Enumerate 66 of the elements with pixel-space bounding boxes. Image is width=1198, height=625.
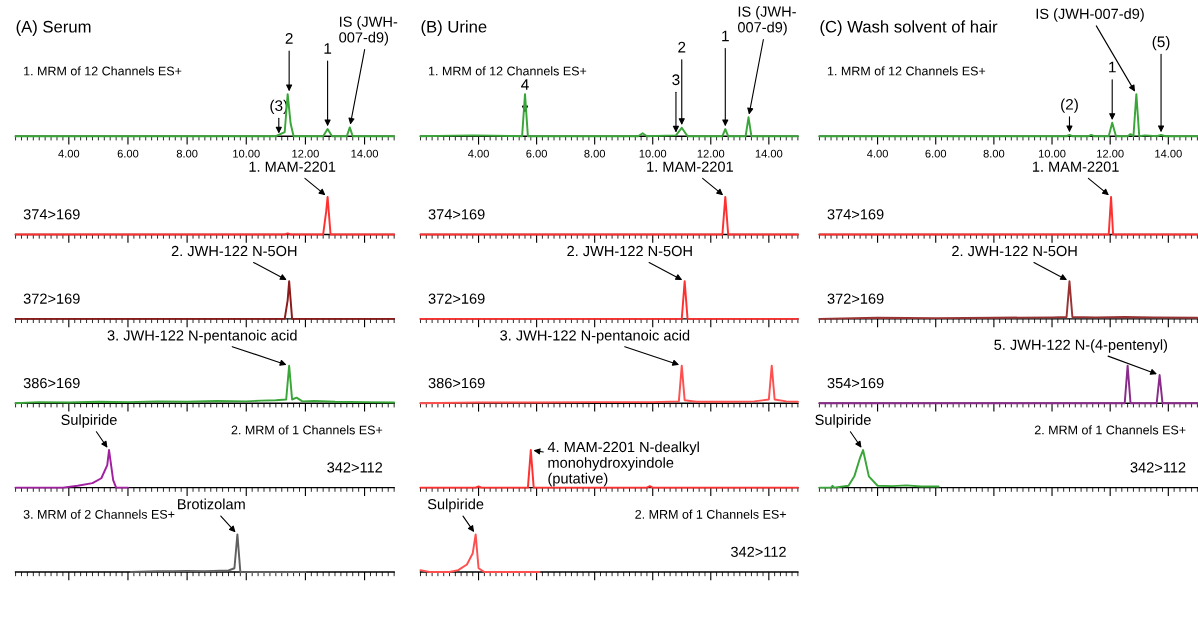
y-axis-title: 354>169 xyxy=(827,377,884,389)
annotation: IS (JWH-007-d9) xyxy=(1036,8,1144,22)
y-axis-title: 386>169 xyxy=(23,377,80,389)
chart-title: (C) Wash solvent of hair xyxy=(820,20,998,36)
annotation: (2) xyxy=(1061,98,1078,113)
x-tick-label: 12.00 xyxy=(697,149,725,158)
y-axis-title: 372>169 xyxy=(428,293,485,304)
annotation: IS (JWH- 007-d9) xyxy=(339,16,398,46)
chart-subtitle: 1. MRM of 12 Channels ES+ xyxy=(429,66,587,76)
chart-subtitle: 1. MRM of 12 Channels ES+ xyxy=(827,66,986,76)
annotation: 3. JWH-122 N-pentanoic acid xyxy=(107,329,297,344)
annotation: 1 xyxy=(722,30,729,42)
y-axis-title: 372>169 xyxy=(827,293,884,304)
y-axis-title: 372>169 xyxy=(23,293,80,304)
annotation: 1 xyxy=(324,43,332,54)
x-tick-label: 4.00 xyxy=(468,149,489,158)
y-axis-title: 374>169 xyxy=(827,209,884,220)
x-tick-label: 6.00 xyxy=(526,149,547,158)
annotation: 5. JWH-122 N-(4-pentenyl) xyxy=(994,339,1168,353)
annotation: 2. JWH-122 N-5OH xyxy=(171,245,297,257)
x-tick-label: 8.00 xyxy=(584,149,606,158)
x-tick-label: 6.00 xyxy=(117,149,139,158)
annotation: IS (JWH- 007-d9) xyxy=(737,6,796,36)
annotation: (5) xyxy=(1152,36,1170,51)
annotation: Sulpiride xyxy=(815,414,871,428)
x-tick-label: 4.00 xyxy=(867,149,888,158)
annotation: 4 xyxy=(521,79,529,90)
annotation: 3 xyxy=(672,74,680,86)
x-tick-label: 12.00 xyxy=(292,149,319,158)
x-tick-label: 10.00 xyxy=(639,149,667,158)
annotation: 3. JWH-122 N-pentanoic acid xyxy=(500,329,690,344)
x-tick-label: 6.00 xyxy=(925,149,947,158)
x-tick-label: 14.00 xyxy=(755,149,783,158)
annotation: 2 xyxy=(285,33,293,44)
annotation: 1 xyxy=(1109,61,1116,73)
x-tick-label: 10.00 xyxy=(233,149,260,158)
y-axis-title: 386>169 xyxy=(428,377,485,389)
annotation: 1. MAM-2201 xyxy=(647,161,733,172)
y-axis-title: 342>112 xyxy=(1130,462,1186,473)
annotation: 2. JWH-122 N-5OH xyxy=(567,245,692,257)
annotation: Sulpiride xyxy=(427,498,484,513)
chart-subtitle: 3. MRM of 2 Channels ES+ xyxy=(23,509,175,519)
chart-subtitle: 2. MRM of 1 Channels ES+ xyxy=(1034,425,1186,435)
x-tick-label: 8.00 xyxy=(983,149,1005,158)
annotation: 2 xyxy=(678,41,686,53)
x-tick-label: 14.00 xyxy=(351,149,379,158)
annotation: 1. MAM-2201 xyxy=(1032,161,1119,172)
chart-title: (A) Serum xyxy=(16,20,91,36)
y-axis-title: 374>169 xyxy=(428,209,485,220)
x-tick-label: 14.00 xyxy=(1155,149,1182,158)
annotation: 1. MAM-2201 xyxy=(249,161,336,172)
y-axis-title: 374>169 xyxy=(23,209,80,220)
x-tick-label: 8.00 xyxy=(176,149,198,158)
chart-subtitle: 2. MRM of 1 Channels ES+ xyxy=(635,509,786,519)
chart-title: (B) Urine xyxy=(421,20,487,36)
y-axis-title: 342>112 xyxy=(327,462,383,473)
annotation: Sulpiride xyxy=(61,414,117,428)
y-axis-title: 342>112 xyxy=(731,546,786,557)
x-tick-label: 10.00 xyxy=(1038,149,1066,158)
chart-subtitle: 2. MRM of 1 Channels ES+ xyxy=(231,425,383,435)
x-tick-label: 12.00 xyxy=(1097,149,1124,158)
annotation: 2. JWH-122 N-5OH xyxy=(952,245,1077,257)
annotation: 4. MAM-2201 N-dealkyl monohydroxyindole (putative) xyxy=(547,441,699,487)
x-tick-label: 4.00 xyxy=(58,149,80,158)
annotation: Brotizolam xyxy=(178,498,245,510)
chart-subtitle: 1. MRM of 12 Channels ES+ xyxy=(24,66,182,76)
